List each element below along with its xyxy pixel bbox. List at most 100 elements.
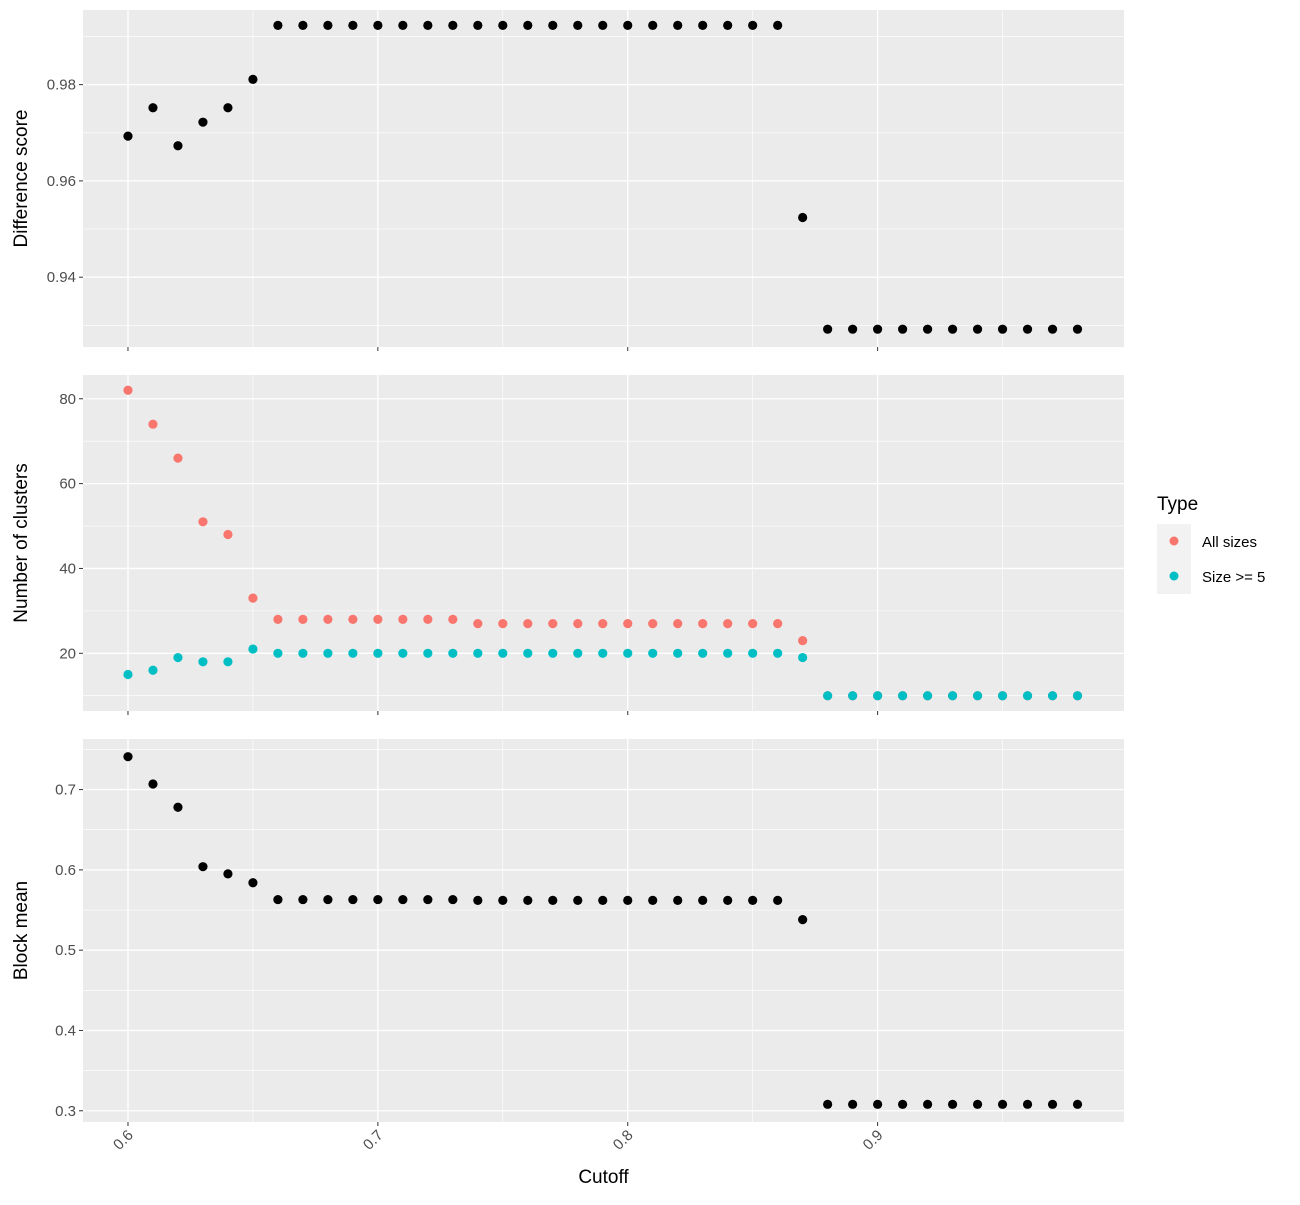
y-axis-title: Number of clusters [11,463,32,622]
data-point-size-5 [1047,691,1058,701]
data-point-series-1 [623,20,633,31]
x-axis-title: Cutoff [578,1167,629,1188]
data-point-series-1 [373,894,383,905]
data-point-series-1 [548,895,558,905]
data-point-series-1 [922,324,933,334]
data-point-size-5 [873,691,883,701]
data-point-series-1 [1047,1099,1058,1109]
data-point-size-5 [548,648,558,658]
x-tick-label: 0.9 [860,1127,887,1154]
data-point-series-1 [573,895,583,905]
data-point-all-sizes [698,619,708,629]
y-axis-title: Block mean [11,881,32,980]
data-point-series-1 [548,20,558,31]
data-point-all-sizes [173,453,183,463]
y-tick-label: 0.98 [47,77,76,94]
data-point-series-1 [523,20,533,31]
data-point-series-1 [323,894,333,905]
data-point-size-5 [748,648,758,658]
y-tick-label: 0.3 [55,1103,76,1120]
data-point-series-1 [198,117,208,127]
data-point-series-1 [398,20,408,31]
data-point-size-5 [398,648,408,658]
data-point-series-1 [223,103,233,113]
data-point-series-1 [598,20,608,31]
data-point-series-1 [748,20,758,31]
data-point-all-sizes [523,619,533,629]
data-point-series-1 [997,324,1008,334]
data-point-all-sizes [248,593,258,603]
data-point-size-5 [598,648,608,658]
data-point-series-1 [148,103,158,113]
x-tick-label: 0.7 [360,1127,387,1154]
data-point-series-1 [273,894,283,905]
data-point-series-1 [398,894,408,905]
data-point-all-sizes [323,614,333,624]
data-point-series-1 [373,20,383,31]
legend-key-all-sizes [1169,536,1179,546]
y-tick-label: 60 [59,476,76,493]
chart-panels: 0.94 0.96 0.98 Difference score 20 40 60 80 Numb… [11,10,1124,1188]
data-point-size-5 [773,648,783,658]
data-point-series-1 [873,324,883,334]
panel-background [83,739,1124,1122]
data-point-size-5 [123,669,133,680]
data-point-size-5 [148,665,158,675]
data-point-all-sizes [773,619,783,629]
data-point-size-5 [623,648,633,658]
y-tick-label: 80 [59,391,76,408]
data-point-size-5 [823,691,833,701]
data-point-series-1 [573,20,583,31]
data-point-series-1 [947,324,958,334]
legend-label-size-ge-5: Size >= 5 [1202,569,1265,586]
data-point-series-1 [173,802,183,812]
data-point-all-sizes [373,614,383,624]
data-point-series-1 [773,895,783,905]
data-point-series-1 [1047,324,1058,334]
y-tick-label: 20 [59,645,76,662]
data-point-size-5 [673,648,683,658]
data-point-series-1 [1022,324,1033,334]
y-tick-label: 0.6 [55,862,76,879]
data-point-series-1 [173,141,183,151]
data-point-all-sizes [598,619,608,629]
data-point-series-1 [323,20,333,31]
data-point-series-1 [1072,1099,1083,1109]
data-point-size-5 [848,691,858,701]
data-point-size-5 [248,644,258,654]
data-point-series-1 [348,894,358,905]
data-point-series-1 [273,20,283,31]
data-point-series-1 [623,895,633,905]
panel-background [83,375,1124,711]
data-point-series-1 [698,20,708,31]
data-point-size-5 [798,652,808,663]
data-point-all-sizes [348,614,358,624]
y-tick-label: 40 [59,560,76,577]
legend: Type All sizes Size >= 5 [1157,494,1265,594]
data-point-series-1 [823,1099,833,1109]
data-point-all-sizes [748,619,758,629]
data-point-size-5 [348,648,358,658]
data-point-series-1 [848,1099,858,1109]
legend-key-size-ge-5 [1169,571,1179,581]
data-point-series-1 [898,1099,908,1109]
data-point-series-1 [898,324,908,334]
data-point-all-sizes [223,529,233,540]
data-point-size-5 [997,691,1008,701]
data-point-size-5 [523,648,533,658]
data-point-all-sizes [398,614,408,624]
data-point-all-sizes [148,419,158,429]
x-tick-label: 0.8 [610,1127,637,1154]
data-point-series-1 [498,895,508,905]
data-point-size-5 [498,648,508,658]
data-point-series-1 [723,20,733,31]
data-point-series-1 [198,862,208,872]
data-point-series-1 [473,20,483,31]
data-point-all-sizes [573,619,583,629]
data-point-series-1 [298,20,308,31]
data-point-all-sizes [723,619,733,629]
data-point-series-1 [248,878,258,888]
y-tick-label: 0.94 [47,269,76,286]
